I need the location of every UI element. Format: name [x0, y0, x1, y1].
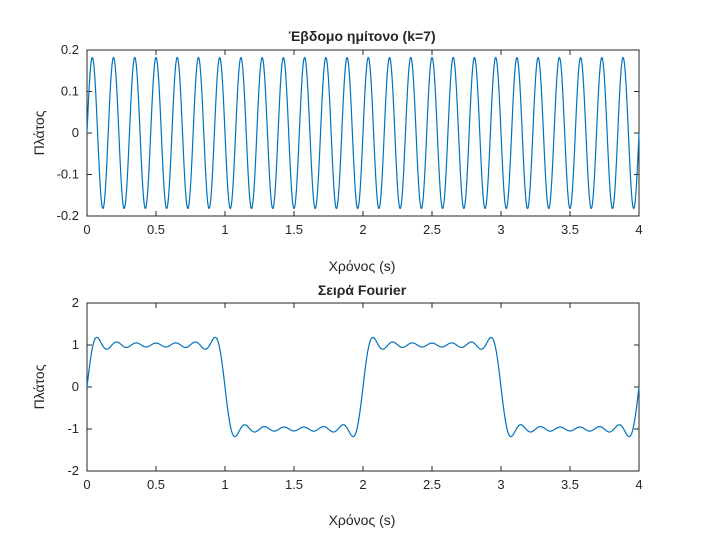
- x-tick-label: 4: [635, 222, 642, 237]
- series-line-bottom: [86, 336, 640, 438]
- x-axis-label-bottom: Χρόνος (s): [329, 512, 396, 528]
- subplot-top: Έβδομο ημίτονο (k=7) 0 0.5 1 1.5 2 2.5 3 3.5 4 0.…: [31, 28, 643, 274]
- x-tick-label: 3: [497, 477, 504, 492]
- y-tick-label: -0.1: [57, 167, 79, 182]
- x-tick-label: 2: [359, 477, 366, 492]
- chart-title-top: Έβδομο ημίτονο (k=7): [288, 28, 435, 44]
- x-tick-label: 2.5: [423, 222, 441, 237]
- y-tick-label: -0.2: [57, 208, 79, 223]
- x-tick-label: 1: [221, 222, 228, 237]
- x-tick-label: 2: [359, 222, 366, 237]
- x-tick-label: 3: [497, 222, 504, 237]
- y-axis-label-top: Πλάτος: [31, 110, 47, 155]
- x-tick-label: 0.5: [147, 477, 165, 492]
- y-tick-label: 0.2: [61, 42, 79, 57]
- y-tick-label: -2: [67, 463, 79, 478]
- x-tick-label: 4: [635, 477, 642, 492]
- x-tick-label: 1.5: [285, 477, 303, 492]
- x-tick-label: 3.5: [561, 477, 579, 492]
- x-tick-label: 0: [83, 222, 90, 237]
- y-tick-label: 0.1: [61, 84, 79, 99]
- y-tick-label: 1: [72, 337, 79, 352]
- x-tick-label: 0: [83, 477, 90, 492]
- y-tick-label: -1: [67, 421, 79, 436]
- chart-title-bottom: Σειρά Fourier: [318, 282, 407, 298]
- y-tick-label: 2: [72, 295, 79, 310]
- y-tick-label: 0: [72, 125, 79, 140]
- y-axis-label-bottom: Πλάτος: [31, 364, 47, 409]
- ticks-top: 0 0.5 1 1.5 2 2.5 3 3.5 4 0.2 0.1 0 -0.1 -0.2: [57, 42, 643, 237]
- subplot-bottom: Σειρά Fourier 0 0.5 1 1.5 2 2.5 3 3.5 4 2 1 0 -1 -2 Χ…: [31, 282, 643, 528]
- ticks-bottom: 0 0.5 1 1.5 2 2.5 3 3.5 4 2 1 0 -1 -2: [67, 295, 642, 492]
- x-tick-label: 0.5: [147, 222, 165, 237]
- y-tick-label: 0: [72, 379, 79, 394]
- series-line-top: [86, 56, 640, 210]
- x-tick-label: 1.5: [285, 222, 303, 237]
- x-tick-label: 2.5: [423, 477, 441, 492]
- x-tick-label: 3.5: [561, 222, 579, 237]
- x-tick-label: 1: [221, 477, 228, 492]
- x-axis-label-top: Χρόνος (s): [329, 258, 396, 274]
